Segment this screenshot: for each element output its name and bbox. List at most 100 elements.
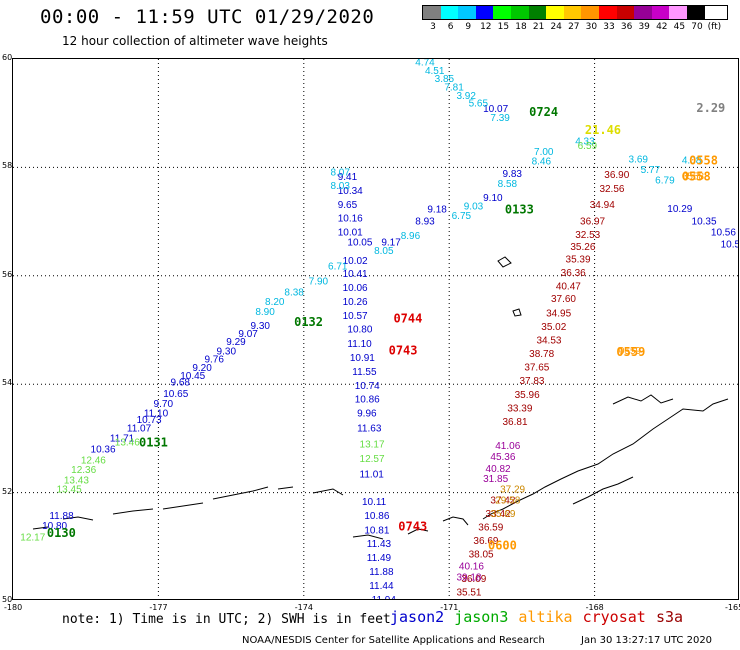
- colorbar-swatch: [528, 6, 547, 19]
- wave-height-reading: 9.76: [204, 355, 224, 366]
- latitude-label: 54: [2, 378, 13, 388]
- wave-height-reading: 11.94: [372, 595, 397, 600]
- wave-height-reading: 40.82: [486, 464, 511, 475]
- wave-height-reading: 39.18: [456, 572, 481, 583]
- colorbar-swatch: [598, 6, 617, 19]
- wave-height-reading: 8.96: [401, 231, 421, 242]
- colorbar-label: 45: [673, 22, 686, 32]
- wave-height-reading: 35.39: [566, 254, 591, 265]
- wave-height-reading: 10.81: [364, 525, 389, 536]
- wave-height-reading: 34.94: [590, 200, 615, 211]
- wave-height-reading: 29.45: [449, 598, 474, 600]
- wave-height-reading: 10.11: [362, 497, 387, 508]
- wave-height-reading: 40.47: [556, 281, 581, 292]
- latitude-label: 50: [2, 595, 13, 604]
- pass-time-label: 0131: [139, 436, 168, 450]
- wave-height-reading: 10.65: [163, 389, 188, 400]
- wave-height-reading: 38.78: [529, 349, 554, 360]
- wave-height-reading: 12.17: [20, 532, 45, 543]
- colorbar-swatch: [634, 6, 652, 19]
- colorbar-swatch: [651, 6, 670, 19]
- wave-height-reading: 9.30: [217, 346, 237, 357]
- wave-height-reading: 10.91: [350, 353, 375, 364]
- wave-height-reading: 9.17: [381, 237, 401, 248]
- wave-height-reading: 9.18: [427, 204, 447, 215]
- coastline: [32, 256, 729, 540]
- wave-height-reading: 9.07: [238, 329, 258, 340]
- wave-height-reading: 6.71: [328, 261, 348, 272]
- wave-height-reading: 9.41: [338, 172, 358, 183]
- wave-height-reading: 8.90: [255, 307, 275, 318]
- wave-height-reading: 11.07: [127, 423, 152, 434]
- wave-height-reading: 32.56: [599, 184, 624, 195]
- colorbar-swatch: [669, 6, 687, 19]
- wave-height-reading: 3.92: [456, 91, 476, 102]
- colorbar-label: 18: [515, 22, 527, 32]
- wave-height-reading: 35.02: [541, 322, 566, 333]
- wave-height-reading: 9.30: [250, 321, 270, 332]
- map-subtitle: 12 hour collection of altimeter wave hei…: [62, 34, 328, 48]
- wave-height-reading: 11.44: [369, 581, 394, 592]
- wave-height-reading: 10.34: [338, 186, 363, 197]
- wave-height-reading: 0558: [682, 171, 705, 182]
- wave-height-reading: 31.85: [483, 474, 508, 485]
- wave-height-reading: 11.01: [360, 469, 385, 480]
- longitude-label: -168: [585, 603, 604, 612]
- wave-height-reading: 10.01: [338, 228, 363, 239]
- wave-height-reading: 10.86: [355, 395, 380, 406]
- wave-height-reading: 10.02: [343, 256, 368, 267]
- longitude-label: -165: [725, 603, 740, 612]
- map-canvas: 10.8011.8810.3611.7111.0710.7311.109.701…: [13, 59, 739, 600]
- satellite-name: s3a: [656, 608, 684, 626]
- pass-time-label: 0724: [529, 105, 558, 119]
- wave-height-reading: 7.90: [309, 276, 329, 287]
- pass-time-label: 0130: [47, 526, 76, 540]
- wave-height-reading: 8.93: [415, 216, 435, 227]
- wave-height-reading: 11.55: [352, 367, 377, 378]
- colorbar-label: 39: [638, 22, 650, 32]
- wave-height-reading: 10.74: [355, 381, 380, 392]
- wave-height-reading: 36.69: [473, 536, 498, 547]
- wave-height-reading: 8.20: [265, 297, 285, 308]
- wave-height-reading: 10.56: [711, 228, 736, 239]
- wave-height-reading: 10.29: [667, 204, 692, 215]
- wave-height-reading: 36.97: [580, 216, 605, 227]
- wave-height-reading: 12.46: [81, 455, 106, 466]
- wave-height-reading: 0559: [619, 346, 642, 357]
- wave-height-reading: 40.16: [459, 562, 484, 573]
- colorbar-label: 33: [603, 22, 615, 32]
- colorbar-swatch: [493, 6, 511, 19]
- wave-height-reading: 4.33: [575, 137, 595, 148]
- colorbar-swatch: [510, 6, 529, 19]
- altimeter-tracks: 10.8011.8810.3611.7111.0710.7311.109.701…: [20, 59, 739, 600]
- wave-height-reading: 8.05: [374, 246, 394, 257]
- wave-height-reading: 10.41: [343, 269, 368, 280]
- pass-times: 0723072401330132013101300744074307430742…: [47, 59, 725, 553]
- wave-height-reading: 8.07: [330, 168, 350, 179]
- longitude-label: -177: [149, 603, 168, 612]
- wave-height-reading: 9.70: [154, 399, 174, 410]
- pass-time-label: 0559: [616, 345, 645, 359]
- wave-height-reading: 10.57: [343, 311, 368, 322]
- pass-time-label: 0132: [294, 315, 323, 329]
- wave-height-reading: 3.69: [629, 155, 649, 166]
- aleutian-small: [612, 394, 674, 405]
- wave-height-reading: 32.53: [575, 230, 600, 241]
- wave-height-reading: 11.63: [357, 423, 382, 434]
- wave-height-reading: 7.81: [444, 82, 464, 93]
- wave-height-reading: 10.07: [483, 104, 508, 115]
- wave-height-reading: 13.45: [57, 485, 82, 496]
- wave-height-reading: 10.59: [721, 240, 739, 251]
- wave-height-reading: 10.45: [180, 371, 205, 382]
- wave-height-reading: 29.58: [495, 495, 520, 506]
- wave-height-reading: 10.35: [692, 216, 717, 227]
- colorbar-label: 15: [497, 22, 510, 32]
- wave-height-reading: 8.46: [532, 157, 552, 168]
- latitude-label: 52: [2, 486, 13, 496]
- wave-height-reading: 5.77: [641, 165, 661, 176]
- pass-time-label: 0723: [449, 59, 478, 62]
- wave-height-reading: 34.53: [536, 336, 561, 347]
- wave-height-reading: 12.36: [71, 465, 96, 476]
- wave-height-reading: 8.03: [330, 181, 350, 192]
- wave-height-reading: 5.65: [469, 99, 489, 110]
